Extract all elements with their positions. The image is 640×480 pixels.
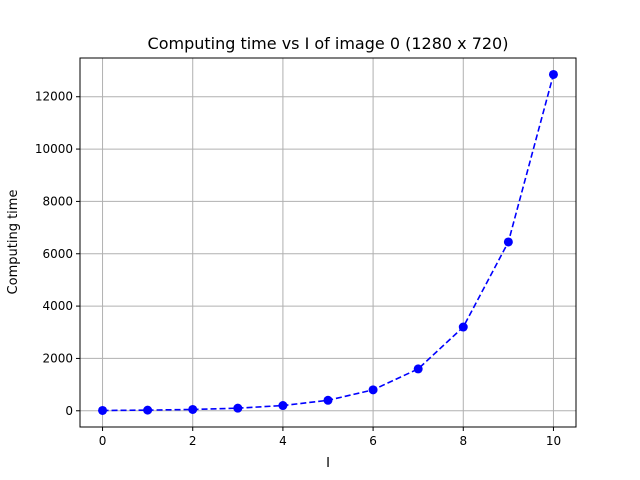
x-tick-label: 6 [369, 434, 377, 448]
data-point [368, 385, 378, 395]
data-point [98, 405, 108, 415]
x-tick-label: 2 [189, 434, 197, 448]
y-tick-label: 6000 [42, 247, 73, 261]
y-tick-label: 10000 [35, 142, 73, 156]
data-point [503, 237, 513, 247]
grid-lines [80, 58, 576, 427]
data-point [413, 364, 423, 374]
x-tick-label: 4 [279, 434, 287, 448]
y-tick-label: 12000 [35, 90, 73, 104]
y-axis-label: Computing time [6, 190, 21, 295]
y-tick-label: 4000 [42, 299, 73, 313]
data-point [188, 404, 198, 414]
data-point [548, 69, 558, 79]
data-point [323, 395, 333, 405]
x-tick-label: 10 [546, 434, 561, 448]
chart-title: Computing time vs I of image 0 (1280 x 7… [148, 34, 509, 53]
x-tick-label: 0 [99, 434, 107, 448]
y-tick-label: 0 [65, 404, 73, 418]
y-tick-label: 8000 [42, 194, 73, 208]
data-point [233, 403, 243, 413]
x-tick-label: 8 [459, 434, 467, 448]
data-point [458, 322, 468, 332]
series-line [102, 74, 555, 412]
axis-ticks: 0 2 4 6 8 10 0 2000 4000 6000 8000 10000 12000 [35, 90, 561, 448]
plot-area [79, 57, 577, 428]
x-axis-label: I [326, 456, 330, 471]
series-layer [98, 69, 558, 415]
data-point [278, 401, 288, 411]
y-tick-label: 2000 [42, 351, 73, 365]
data-point [143, 405, 153, 415]
